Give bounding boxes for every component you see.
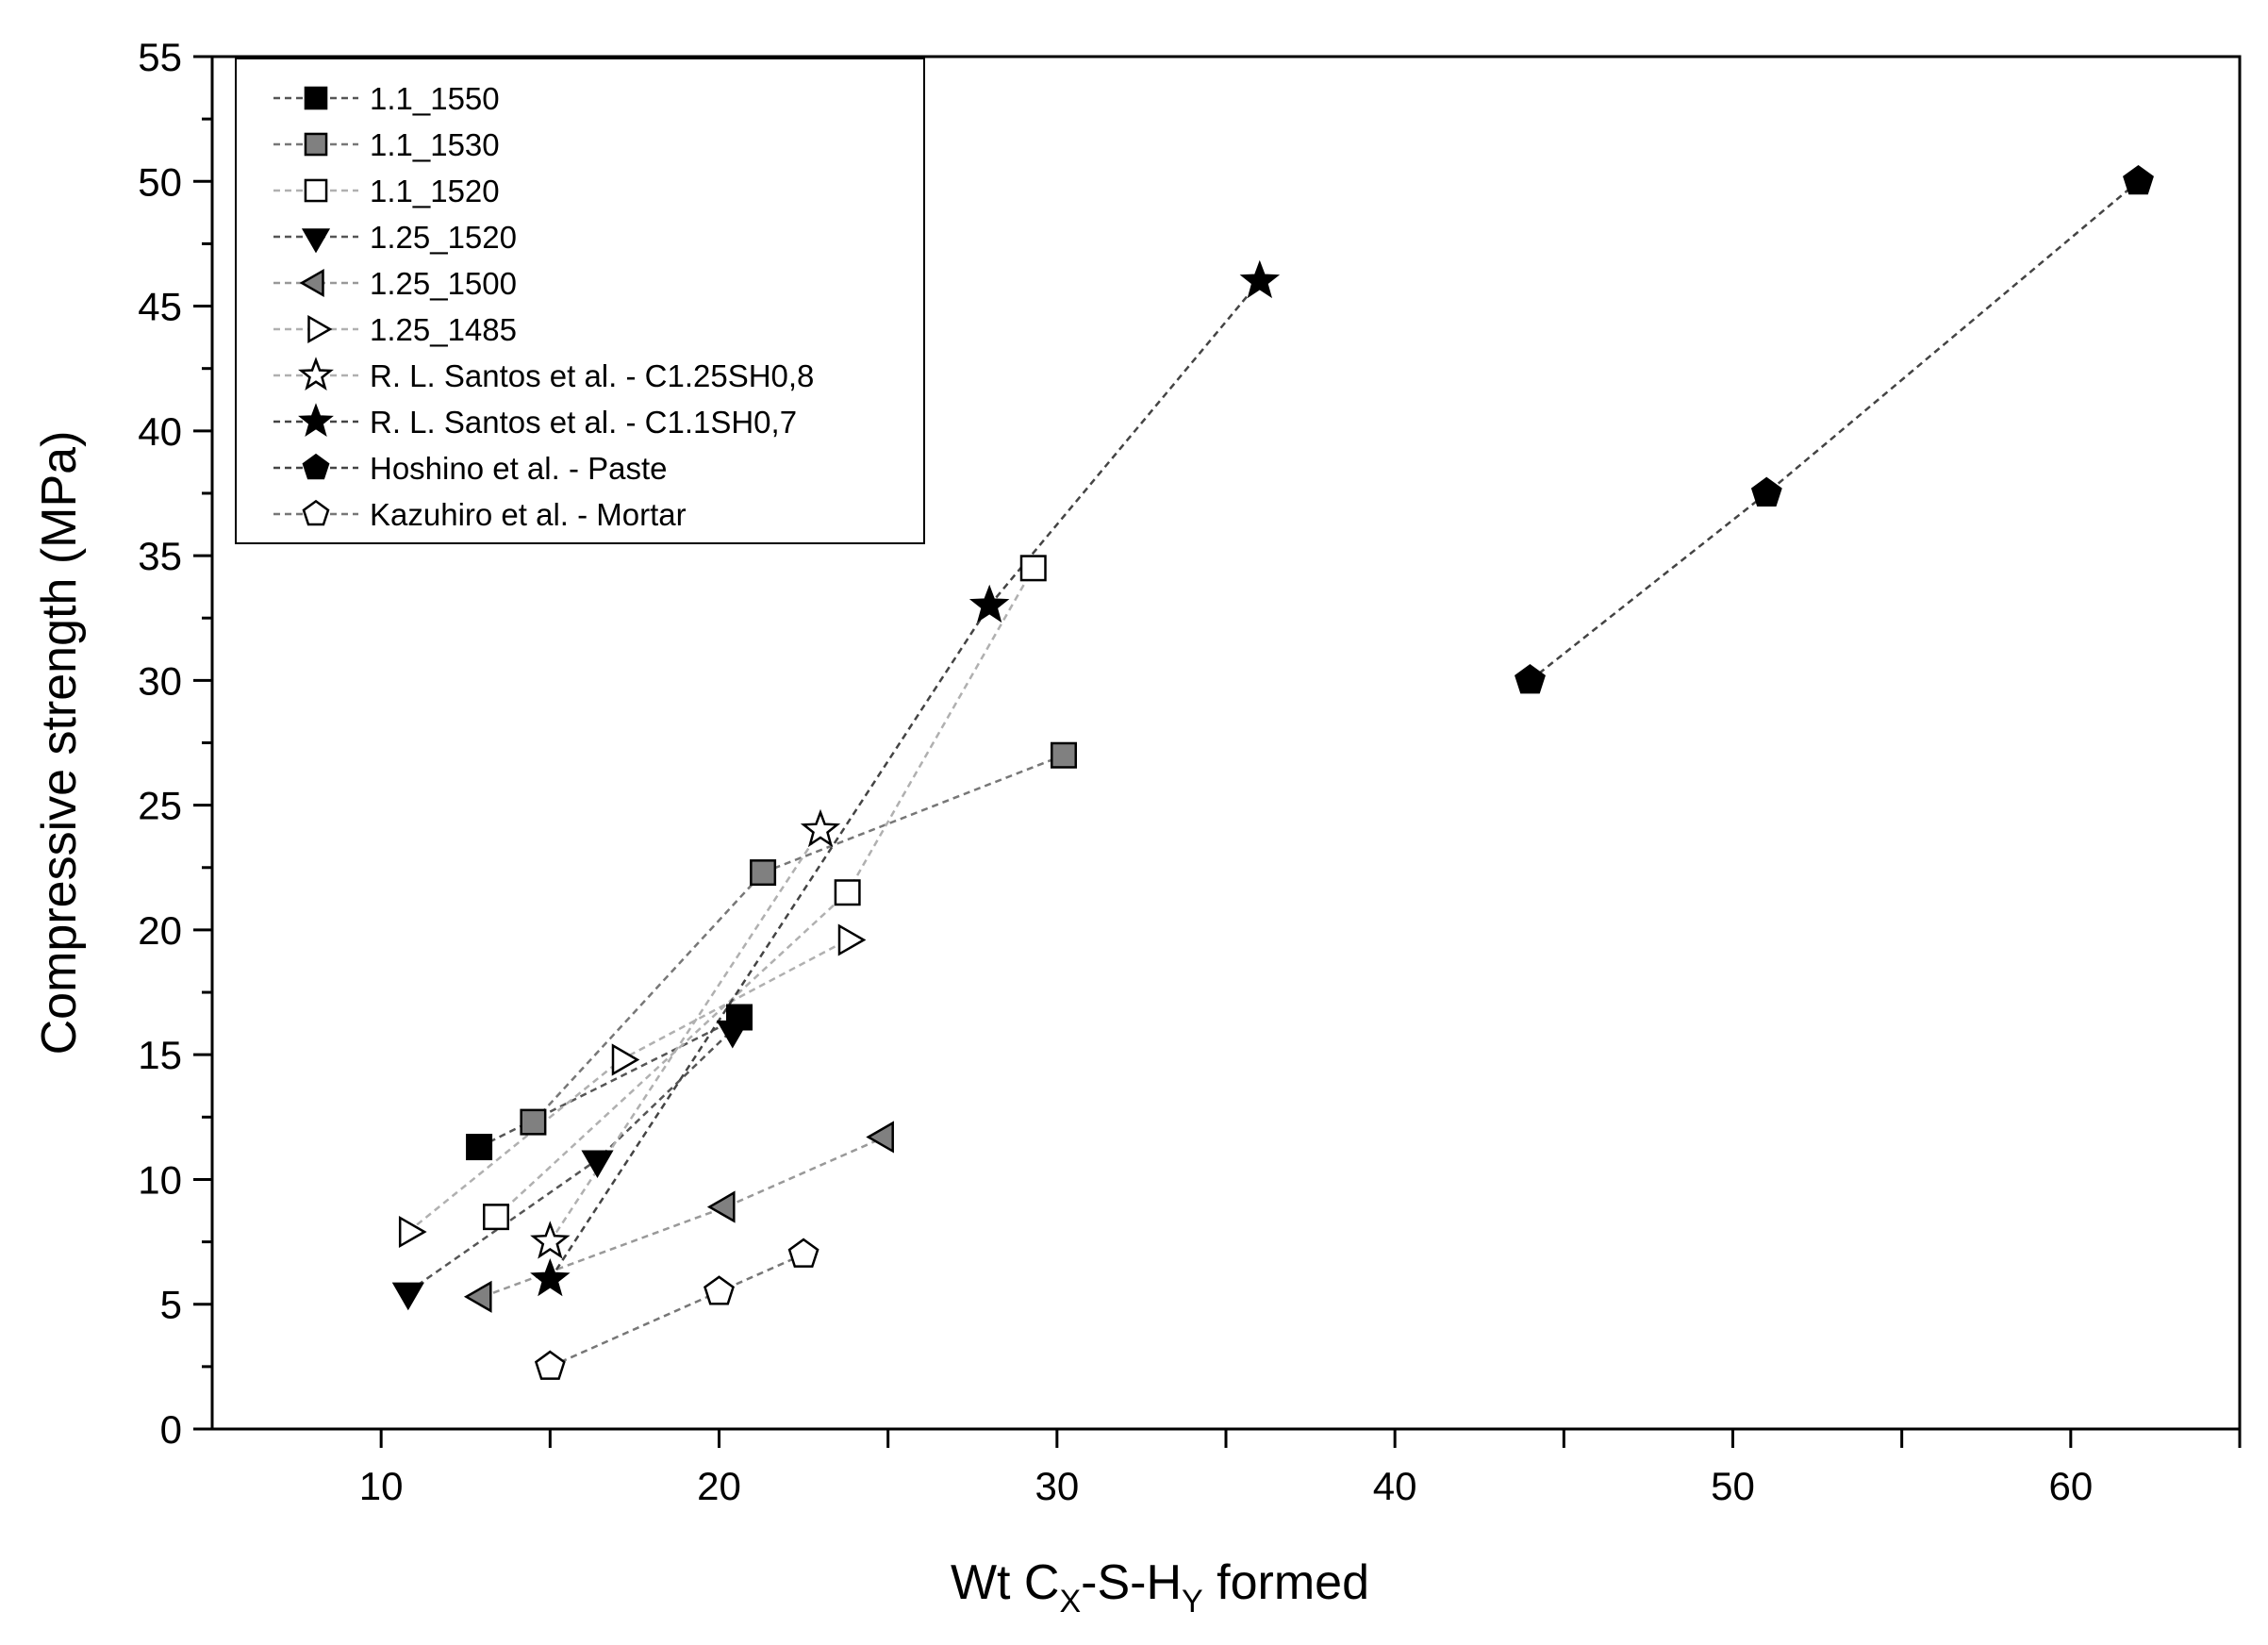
y-tick-label: 10: [138, 1157, 182, 1202]
legend-label: 1.25_1520: [370, 220, 517, 255]
data-point: [834, 879, 861, 906]
x-axis-title-part: formed: [1203, 1555, 1369, 1610]
y-tick-label: 30: [138, 658, 182, 703]
data-point: [704, 1275, 735, 1305]
series-markers: [391, 164, 2154, 1380]
legend-marker: [304, 132, 328, 157]
y-tick-label: 35: [138, 534, 182, 578]
x-tick-label: 20: [697, 1464, 741, 1508]
data-point: [716, 1020, 749, 1049]
data-point: [398, 1215, 427, 1249]
x-axis-title-sub: Y: [1182, 1584, 1203, 1620]
data-point: [1051, 741, 1077, 769]
data-point: [2123, 164, 2154, 195]
y-axis-title: Compressive strength (MPa): [32, 431, 87, 1055]
data-point: [483, 1204, 509, 1231]
legend-marker: [302, 453, 330, 480]
y-tick-label: 55: [138, 35, 182, 79]
legend-label: R. L. Santos et al. - C1.1SH0,7: [370, 405, 797, 440]
axes: 0 5 10 15 20 25 30 35 40 45 50 55 10 20 30 40 50 60: [138, 35, 2242, 1508]
legend-label: Hoshino et al. - Paste: [370, 451, 668, 486]
data-point: [1019, 555, 1047, 582]
data-point: [391, 1282, 424, 1311]
y-tick-label: 50: [138, 159, 182, 204]
series-line-5: [482, 1136, 886, 1298]
y-tick-label: 15: [138, 1033, 182, 1077]
data-point: [800, 808, 841, 848]
data-point: [866, 1121, 894, 1154]
data-point: [787, 1238, 819, 1268]
data-point: [837, 923, 867, 956]
y-tick-label: 5: [160, 1283, 182, 1327]
data-point: [534, 1350, 566, 1380]
x-tick-label: 10: [359, 1464, 404, 1508]
data-point: [1515, 664, 1546, 694]
y-tick-label: 0: [160, 1407, 182, 1452]
data-point: [1750, 476, 1782, 507]
data-point: [706, 1190, 736, 1223]
data-point: [463, 1280, 492, 1313]
legend-marker: [301, 228, 331, 254]
legend-label: 1.1_1520: [370, 174, 500, 208]
series-line-9: [1529, 180, 2140, 682]
y-tick-label: 40: [138, 409, 182, 454]
y-tick-label: 25: [138, 784, 182, 828]
legend-label: Kazuhiro et al. - Mortar: [370, 497, 687, 532]
data-point: [968, 584, 1010, 623]
x-axis-title-part: Wt C: [951, 1555, 1060, 1610]
data-point: [520, 1108, 547, 1136]
legend-marker: [298, 403, 334, 437]
x-tick-label: 50: [1711, 1464, 1755, 1508]
legend: 1.1_1550 1.1_1530 1.1_1520 1.25_1520 1.25_15…: [235, 58, 925, 544]
legend-label: 1.1_1530: [370, 127, 500, 162]
data-point: [581, 1150, 614, 1178]
x-axis-title-part: -S-H: [1081, 1555, 1182, 1610]
legend-label: 1.1_1550: [370, 81, 500, 116]
x-tick-label: 30: [1035, 1464, 1079, 1508]
data-point: [530, 1221, 571, 1259]
legend-label: 1.25_1485: [370, 312, 517, 347]
legend-marker: [304, 178, 328, 203]
data-point: [466, 1134, 493, 1161]
x-axis-title: Wt CX-S-HY formed: [951, 1555, 1369, 1620]
data-point: [611, 1043, 640, 1076]
legend-box: [235, 58, 925, 544]
x-tick-label: 40: [1373, 1464, 1417, 1508]
legend-marker: [307, 314, 333, 344]
legend-label: 1.25_1500: [370, 266, 517, 301]
y-tick-label: 20: [138, 908, 182, 953]
data-point: [750, 859, 777, 887]
x-axis-title-sub: X: [1059, 1584, 1081, 1620]
legend-marker: [304, 86, 328, 110]
legend-marker: [299, 268, 324, 298]
legend-label: R. L. Santos et al. - C1.25SH0,8: [370, 358, 814, 393]
data-point: [530, 1257, 571, 1297]
x-tick-label: 60: [2048, 1464, 2093, 1508]
legend-marker: [298, 357, 334, 390]
data-point: [1239, 259, 1281, 299]
legend-marker: [302, 499, 330, 526]
y-tick-label: 45: [138, 285, 182, 329]
